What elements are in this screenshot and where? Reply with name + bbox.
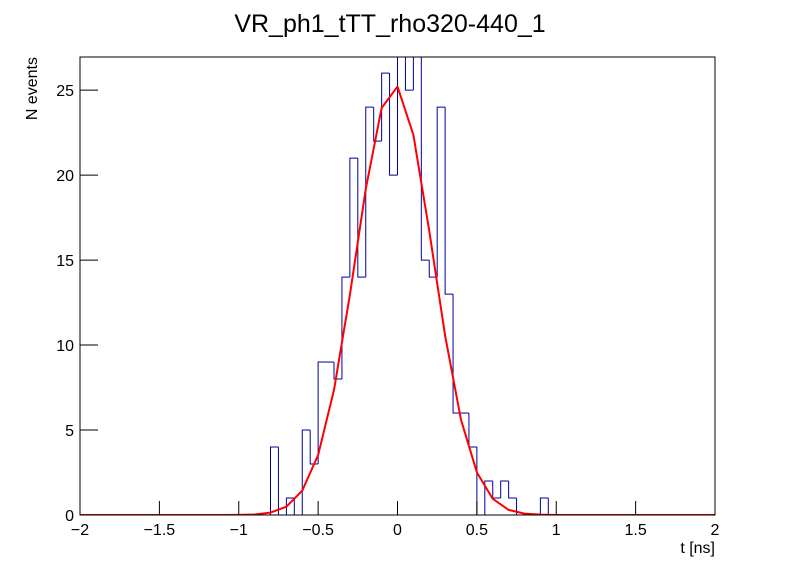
x-tick-label: 0.5 (466, 522, 488, 539)
histogram-bin (357, 158, 366, 278)
histogram-bin (293, 498, 303, 515)
histogram-bin (285, 497, 295, 515)
histogram-bin (452, 294, 461, 414)
x-tick-label: 0 (393, 522, 402, 539)
x-tick-label: −1.5 (144, 522, 176, 539)
histogram-bin (381, 72, 390, 142)
histogram-bin (365, 106, 374, 278)
x-tick-label: −1 (230, 522, 248, 539)
chart-title: VR_ph1_tTT_rho320-440_1 (234, 10, 545, 38)
histogram-bin (444, 107, 454, 295)
histogram-bin (420, 57, 430, 261)
y-tick-label: 10 (56, 338, 74, 355)
histogram-bin (539, 497, 549, 515)
histogram-bin (412, 57, 414, 91)
histogram-bin (404, 57, 414, 91)
plot-area (80, 57, 715, 515)
y-tick-label: 25 (56, 83, 74, 100)
fit-curve (80, 85, 715, 515)
x-tick-label: −2 (71, 522, 89, 539)
histogram-bin (270, 446, 279, 515)
histogram-bin (301, 429, 311, 515)
x-tick-label: 1.5 (625, 522, 647, 539)
histogram-bin (389, 73, 398, 176)
histogram-bin (397, 57, 398, 176)
histogram-bin (436, 106, 446, 278)
histogram-bin (516, 498, 525, 515)
histogram-bin (484, 480, 493, 515)
y-axis-label: N events (24, 57, 41, 120)
histogram-bin (500, 480, 509, 499)
histogram-bin (428, 260, 438, 278)
histogram-bin (373, 107, 382, 142)
y-tick-label: 15 (56, 253, 74, 270)
histogram-bin (277, 447, 287, 515)
histogram-bin (309, 430, 319, 465)
y-tick-label: 20 (56, 168, 74, 185)
x-tick-label: −0.5 (302, 522, 334, 539)
x-tick-label: 1 (552, 522, 561, 539)
histogram-bin (349, 157, 358, 278)
y-tick-label: 0 (65, 508, 74, 525)
x-axis-label: t [ns] (680, 540, 715, 557)
y-tick-label: 5 (65, 423, 74, 440)
histogram-bin (547, 498, 557, 515)
histogram-bin (508, 481, 517, 499)
x-tick-label: 2 (711, 522, 720, 539)
histogram-bin (333, 362, 342, 380)
histogram-bin (317, 361, 327, 465)
